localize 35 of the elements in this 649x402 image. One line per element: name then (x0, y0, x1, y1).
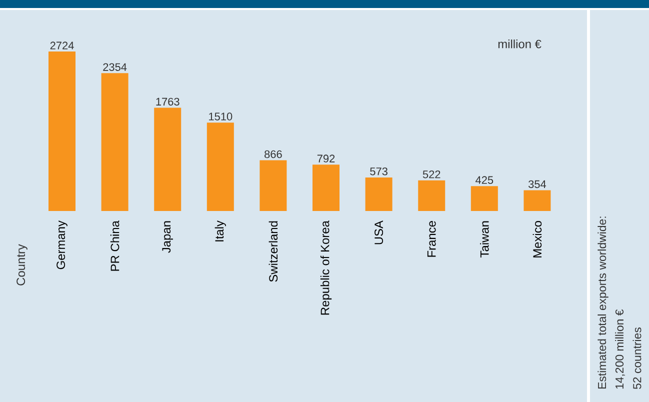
data-label: 2724 (50, 42, 74, 50)
text: million € (498, 40, 542, 48)
bar (48, 52, 76, 211)
x-tick-label: Mexico (532, 221, 542, 258)
data-label: 425 (476, 176, 494, 184)
bar (524, 190, 551, 211)
bar (418, 180, 446, 211)
text: Country (16, 244, 28, 286)
bar (101, 73, 128, 211)
bar (206, 122, 234, 211)
bar (312, 164, 340, 211)
bar (260, 160, 287, 211)
x-tick-label: Republic of Korea (320, 220, 332, 315)
bar (470, 186, 498, 211)
data-label: 2354 (103, 63, 127, 71)
x-tick-label: PR China (110, 220, 120, 271)
text: Estimated total exports worldwide: (598, 216, 608, 389)
bar (365, 177, 392, 211)
x-tick-label: France (427, 221, 436, 257)
x-tick-label: Japan (162, 221, 173, 253)
x-tick-label: Italy (214, 220, 226, 242)
x-tick-label: USA (374, 220, 384, 244)
text: 52 countries (632, 328, 642, 390)
x-tick-label: Taiwan (480, 221, 489, 258)
data-label: 792 (317, 154, 335, 162)
data-label: 1510 (209, 112, 232, 120)
x-tick-label: Switzerland (268, 221, 278, 282)
x-tick-label: Germany (56, 220, 68, 270)
data-label: 866 (264, 150, 282, 158)
bar (154, 108, 182, 211)
data-label: 522 (422, 170, 440, 178)
data-label: 573 (370, 168, 388, 176)
data-label: 1763 (156, 98, 180, 106)
text: 14,200 million € (615, 309, 625, 389)
data-label: 354 (528, 180, 546, 188)
